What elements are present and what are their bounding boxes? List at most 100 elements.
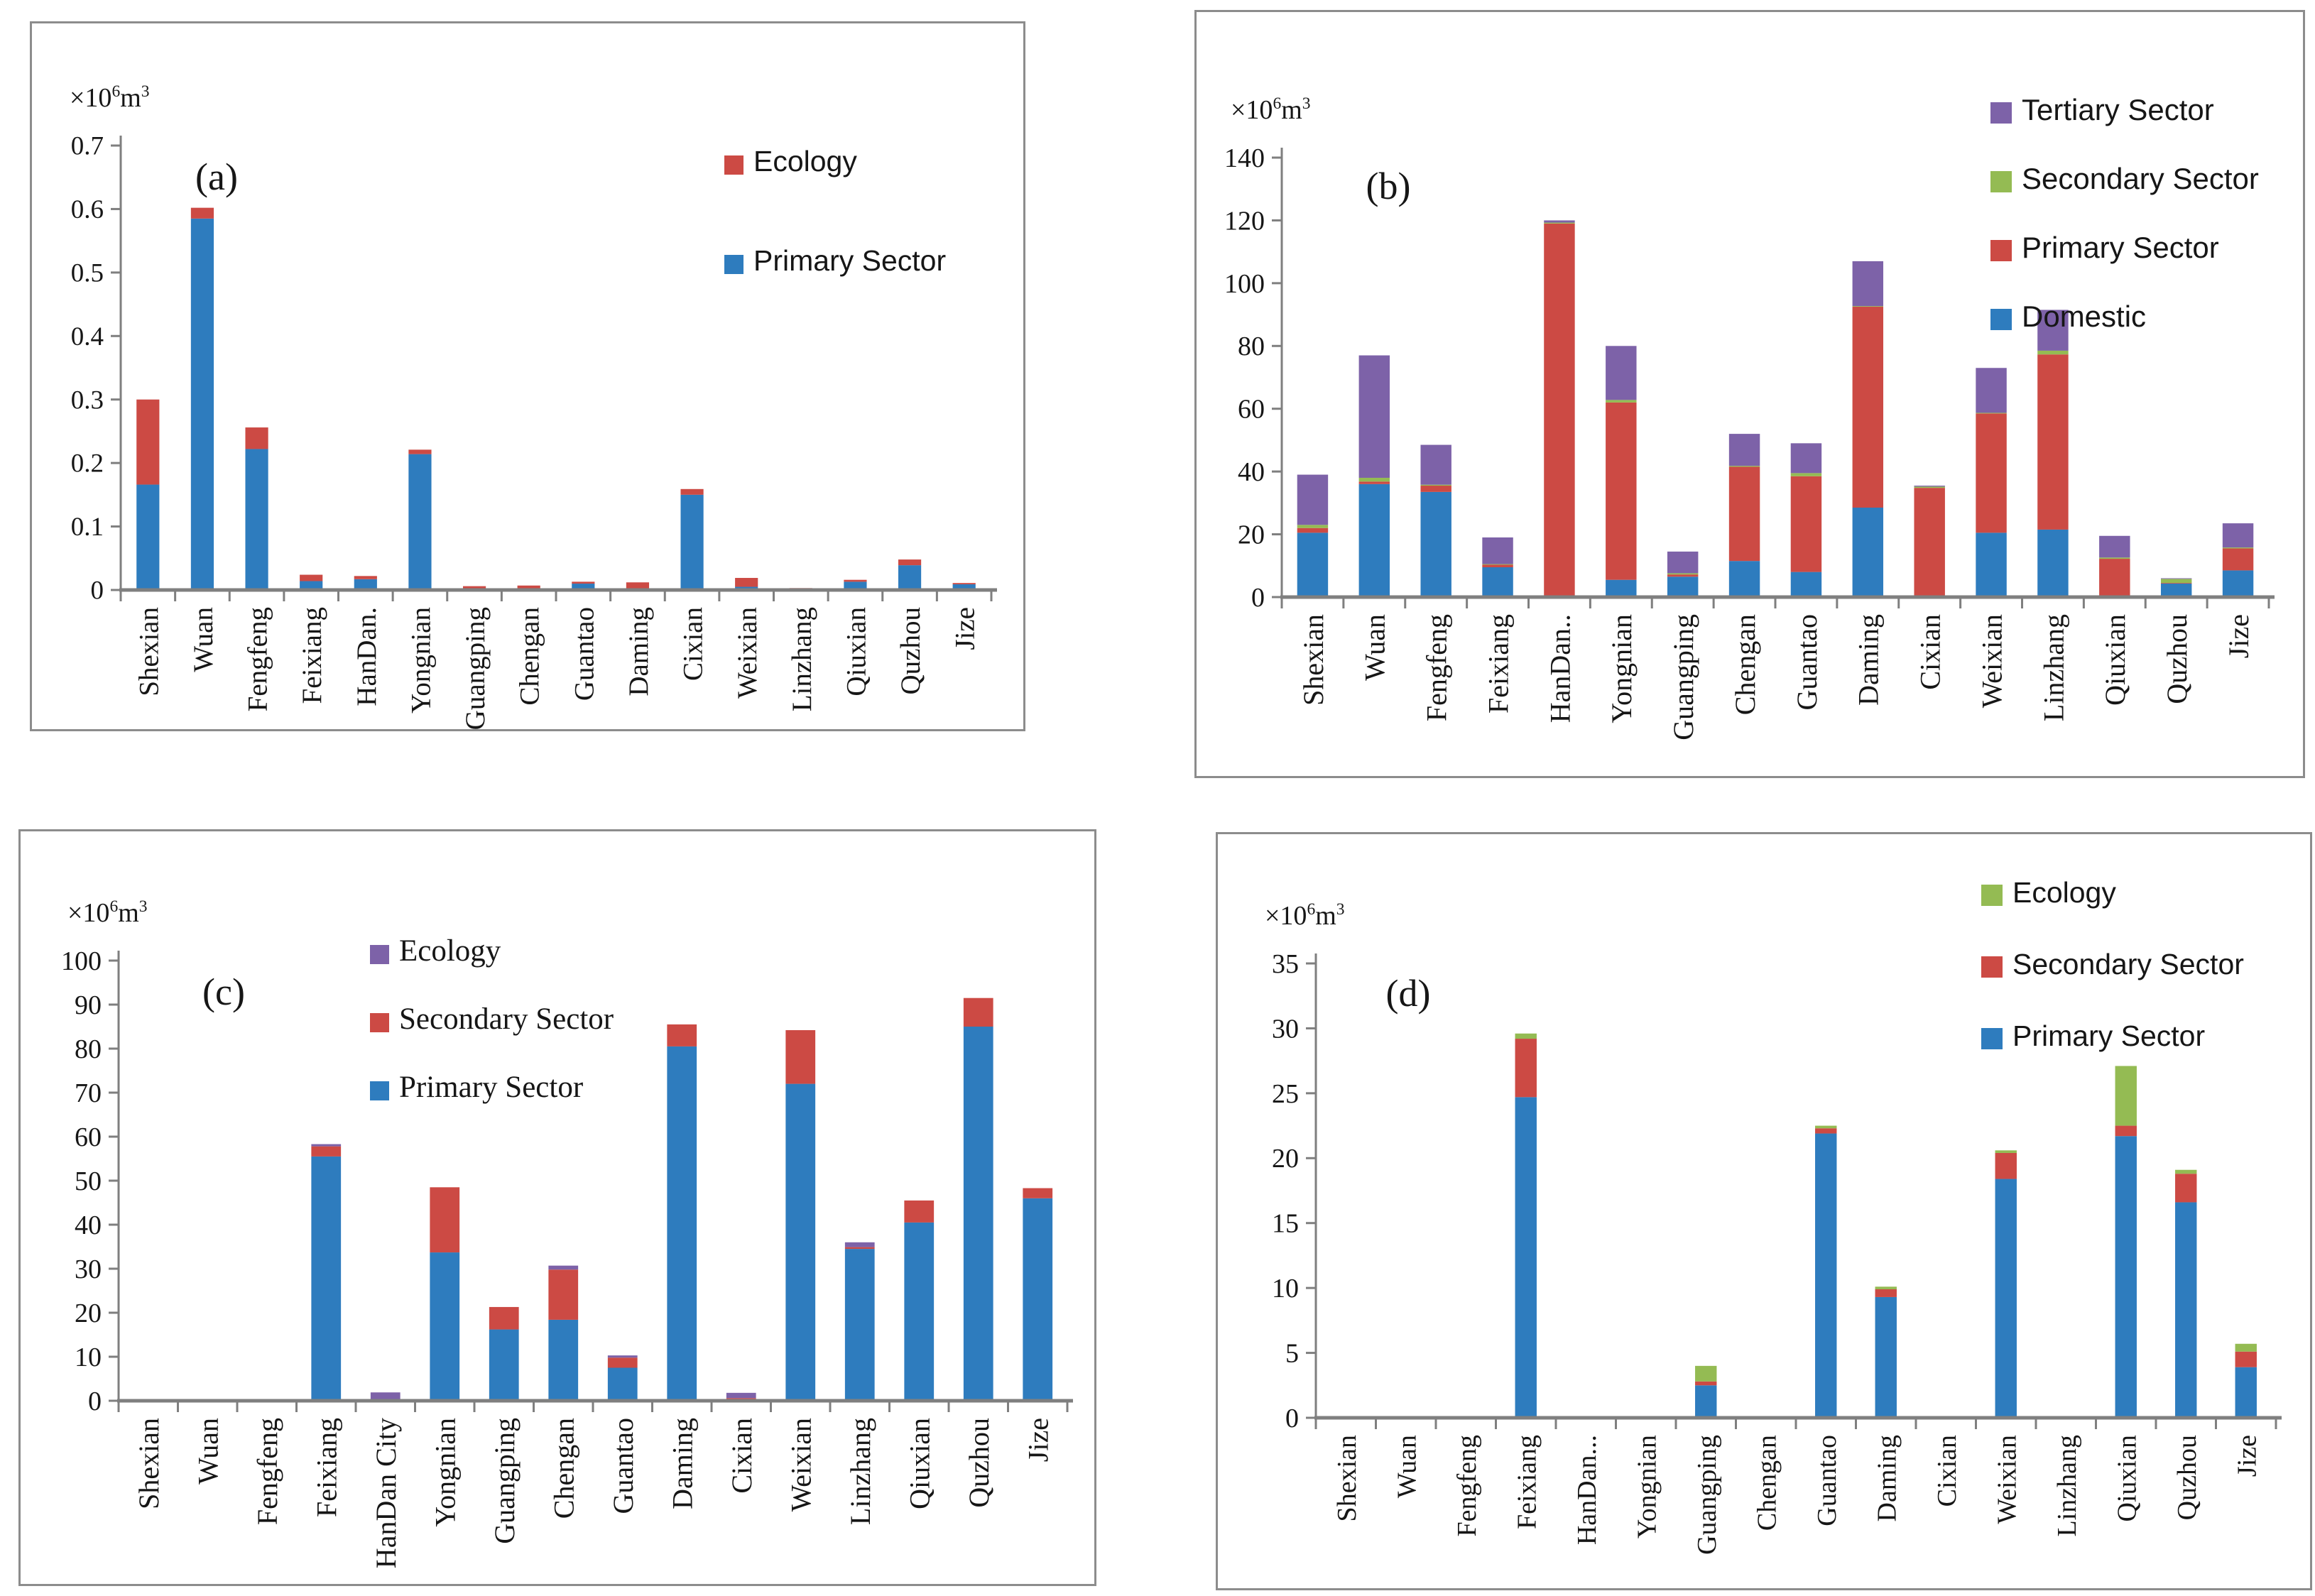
x-category-label: Qiuxian bbox=[2112, 1435, 2142, 1521]
y-tick-label: 0.1 bbox=[71, 513, 104, 542]
x-category-label: Fengfeng bbox=[1421, 614, 1453, 721]
bar-Guangping-tertiary-sector bbox=[1667, 551, 1699, 574]
y-tick-label: 20 bbox=[75, 1299, 102, 1328]
y-tick-label: 0.4 bbox=[71, 322, 104, 351]
legend-swatch-primary-sector bbox=[724, 255, 743, 274]
bar-Guantao-primary-sector bbox=[607, 1367, 638, 1401]
legend-label: Ecology bbox=[2012, 876, 2116, 909]
x-category-label: Jize bbox=[1023, 1418, 1055, 1462]
bar-Jize-domestic bbox=[2222, 570, 2254, 597]
bar-Fengfeng-domestic bbox=[1420, 491, 1451, 597]
x-category-label: Chengan bbox=[548, 1418, 580, 1519]
panel-letter-d: (d) bbox=[1386, 972, 1431, 1015]
x-category-label: Daming bbox=[1853, 614, 1885, 706]
bar-Shexian-domestic bbox=[1297, 532, 1329, 597]
bar-Weixian-secondary-sector bbox=[785, 1029, 816, 1084]
bar-Jize-secondary-sector bbox=[2222, 547, 2254, 549]
bar-Daming-primary-sector bbox=[1875, 1296, 1897, 1418]
bar-Guangping-primary-sector bbox=[1695, 1385, 1717, 1418]
bar-Weixian-primary-sector bbox=[1995, 1179, 2017, 1418]
bar-Feixiang-ecology bbox=[1515, 1033, 1537, 1039]
bar-Guangping-ecology bbox=[462, 586, 486, 589]
bar-Guangping-primary-sector bbox=[489, 1329, 519, 1401]
x-category-label: Feixiang bbox=[297, 607, 327, 704]
bar-Feixiang-ecology bbox=[311, 1144, 342, 1147]
legend-label: Primary Sector bbox=[2022, 231, 2219, 264]
bar-Jize-primary-sector bbox=[952, 584, 976, 590]
y-tick-label: 30 bbox=[75, 1255, 102, 1284]
bar-HanDan City-ecology bbox=[370, 1392, 401, 1401]
y-tick-label: 0.3 bbox=[71, 386, 104, 415]
legend-swatch-primary-sector bbox=[1981, 1028, 2003, 1049]
bar-Cixian-secondary-sector bbox=[726, 1398, 756, 1399]
bar-Chengan-secondary-sector bbox=[548, 1269, 579, 1320]
y-tick-label: 10 bbox=[75, 1343, 102, 1372]
x-category-label: Quzhou bbox=[2161, 614, 2193, 704]
x-category-label: Yongnian bbox=[430, 1418, 462, 1527]
x-category-label: Linzhang bbox=[2037, 614, 2069, 721]
bar-Feixiang-tertiary-sector bbox=[1482, 537, 1513, 564]
bar-Linzhang-primary-sector bbox=[844, 1249, 875, 1401]
panel-d: ×106m3 (d) 0 5 10 15 20 25 30 35 Shexian Wuan Fengfe… bbox=[1216, 832, 2312, 1590]
x-category-label: Shexian bbox=[1332, 1435, 1362, 1521]
bar-Fengfeng-ecology bbox=[245, 427, 268, 449]
y-tick-label: 5 bbox=[1285, 1338, 1299, 1368]
axis-unit-label: ×106m3 bbox=[67, 897, 148, 928]
bar-Feixiang-primary-sector bbox=[1515, 1097, 1537, 1418]
x-category-label: Chengan bbox=[1752, 1435, 1782, 1531]
bar-Quzhou-primary-sector bbox=[963, 1027, 993, 1401]
x-category-label: Cixian bbox=[726, 1418, 758, 1494]
legend-label: Secondary Sector bbox=[399, 1002, 614, 1036]
legend-swatch-secondary-sector bbox=[370, 1013, 389, 1032]
bar-Jize-ecology bbox=[952, 583, 976, 584]
bar-Daming-ecology bbox=[626, 582, 650, 589]
bar-Weixian-secondary-sector bbox=[1976, 412, 2007, 414]
bar-Cixian-ecology bbox=[726, 1392, 756, 1399]
bar-Linzhang-ecology bbox=[844, 1242, 875, 1247]
panel-letter-c: (c) bbox=[202, 971, 245, 1013]
x-category-label: Quzhou bbox=[895, 607, 926, 694]
bar-Yongnian-domestic bbox=[1606, 579, 1637, 597]
bar-Wuan-secondary-sector bbox=[1358, 477, 1390, 482]
legend-label: Primary Sector bbox=[399, 1071, 583, 1104]
panel-c: ×106m3 (c) 0 10 20 30 40 50 60 70 80 90 100 Shexian Wu… bbox=[18, 829, 1096, 1586]
bar-Chengan-tertiary-sector bbox=[1728, 434, 1760, 466]
bar-Qiuxian-secondary-sector bbox=[2099, 557, 2130, 559]
bar-Yongnian-primary-sector bbox=[1606, 402, 1637, 580]
y-tick-label: 60 bbox=[1238, 395, 1265, 425]
legend-label: Domestic bbox=[2022, 300, 2146, 333]
bar-Guantao-tertiary-sector bbox=[1790, 443, 1822, 474]
bar-Fengfeng-primary-sector bbox=[245, 449, 268, 590]
bar-Daming-tertiary-sector bbox=[1852, 261, 1884, 307]
bar-Wuan-domestic bbox=[1358, 483, 1390, 597]
bar-Fengfeng-tertiary-sector bbox=[1420, 444, 1451, 485]
x-category-label: Chengan bbox=[1729, 614, 1761, 715]
bar-Feixiang-primary-sector bbox=[311, 1156, 342, 1401]
bar-Yongnian-tertiary-sector bbox=[1606, 346, 1637, 400]
bar-Guangping-secondary-sector bbox=[1695, 1381, 1717, 1386]
legend-label: Ecology bbox=[753, 145, 857, 177]
bar-Linzhang-domestic bbox=[2037, 529, 2069, 597]
bar-Wuan-ecology bbox=[190, 207, 214, 219]
legend-label: Primary Sector bbox=[753, 244, 946, 277]
x-category-label: Yongnian bbox=[1606, 614, 1638, 723]
bar-Cixian-primary-sector bbox=[1914, 488, 1945, 597]
bar-Quzhou-primary-sector bbox=[2175, 1202, 2197, 1418]
x-category-label: Shexian bbox=[1297, 614, 1329, 706]
x-category-label: Cixian bbox=[1932, 1435, 1962, 1507]
bar-Fengfeng-primary-sector bbox=[1420, 486, 1451, 492]
bar-Yongnian-secondary-sector bbox=[430, 1187, 460, 1253]
x-category-label: Guangping bbox=[489, 1418, 521, 1544]
y-tick-label: 0.6 bbox=[71, 195, 104, 224]
bar-Quzhou-secondary-sector bbox=[2175, 1174, 2197, 1203]
bar-Guangping-domestic bbox=[1667, 576, 1699, 597]
bar-Weixian-tertiary-sector bbox=[1976, 368, 2007, 413]
bar-Chengan-domestic bbox=[1728, 561, 1760, 597]
x-category-label: Weixian bbox=[732, 607, 763, 699]
legend-swatch-ecology bbox=[724, 155, 743, 175]
bar-Guantao-primary-sector bbox=[1815, 1133, 1837, 1418]
legend-swatch-ecology bbox=[370, 945, 389, 964]
bar-Jize-secondary-sector bbox=[1023, 1188, 1053, 1198]
x-category-label: Chengan bbox=[515, 607, 545, 706]
bar-Shexian-primary-sector bbox=[136, 484, 160, 590]
